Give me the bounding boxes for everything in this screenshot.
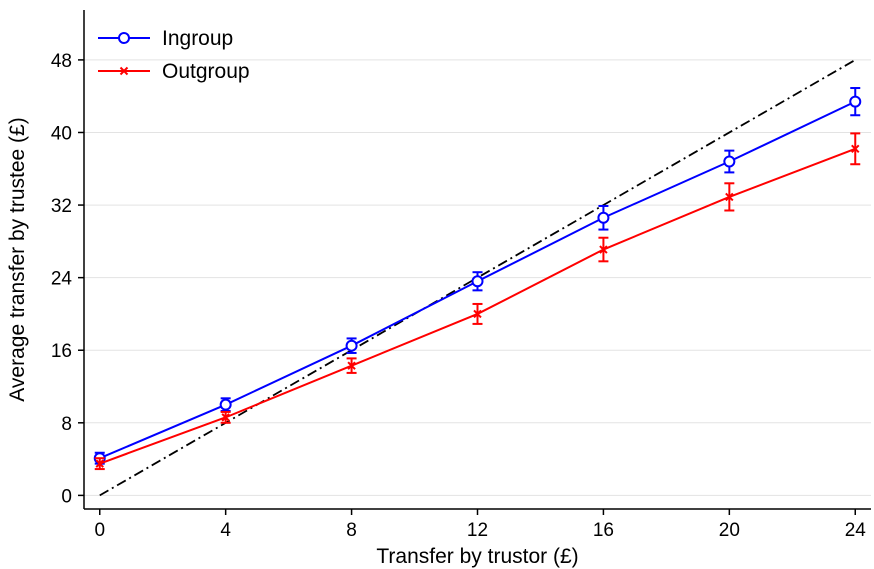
legend-item-outgroup: Outgroup [98,60,250,83]
y-axis-title: Average transfer by trustee (£) [6,117,29,401]
y-tick-label-40: 40 [51,123,72,144]
series-ingroup [93,87,862,465]
marker-stroke [347,361,356,370]
marker-stroke [725,192,734,202]
series-outgroup [94,132,861,471]
x-tick-label-20: 20 [719,520,740,541]
data-point-outgroup [599,245,608,254]
data-point-outgroup [347,361,356,370]
y-tick-label-16: 16 [51,341,72,362]
data-point-outgroup [725,192,734,202]
x-axis-title: Transfer by trustor (£) [376,545,578,568]
data-point-ingroup [471,275,484,288]
legend-marker-outgroup [119,66,129,76]
legend-marker-ingroup [118,32,130,44]
x-tick-label-4: 4 [220,520,231,541]
data-point-outgroup [221,413,230,422]
data-point-ingroup [597,211,610,224]
data-point-ingroup [219,398,232,411]
x-tick-label-24: 24 [845,520,867,541]
data-point-ingroup [723,155,736,168]
data-point-ingroup [849,95,862,108]
y-tick-label-32: 32 [51,196,72,217]
marker-stroke [221,413,230,422]
x-tick-label-8: 8 [346,520,357,541]
data-point-outgroup [95,459,104,468]
y-tick-label-8: 8 [61,414,72,435]
marker-stroke [851,144,860,154]
y-tick-label-0: 0 [61,486,72,507]
series-layer [93,87,862,471]
data-point-outgroup [473,309,482,319]
legend: Ingroup Outgroup [98,27,250,83]
gridlines [84,59,871,496]
legend-label-ingroup: Ingroup [162,27,233,50]
legend-label-outgroup: Outgroup [162,60,250,83]
y-tick-label-24: 24 [51,269,73,290]
x-tick-label-12: 12 [467,520,488,541]
x-tick-label-16: 16 [593,520,614,541]
legend-item-ingroup: Ingroup [98,27,233,50]
data-point-outgroup [851,144,860,154]
marker-stroke [119,66,129,76]
marker-stroke [473,309,482,319]
y-tick-label-48: 48 [51,51,72,72]
marker-stroke [599,245,608,254]
marker-stroke [95,459,104,468]
x-tick-label-0: 0 [94,520,105,541]
data-point-ingroup [345,339,358,352]
